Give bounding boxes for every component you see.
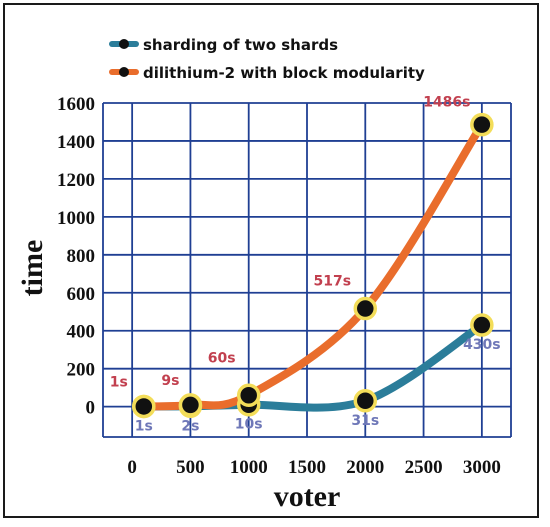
data-label: 10s — [235, 417, 263, 433]
data-label: 517s — [314, 274, 352, 290]
legend-swatch-marker — [119, 67, 129, 77]
data-point — [178, 393, 203, 417]
y-tick-label: 0 — [86, 398, 96, 419]
y-tick-label: 1200 — [57, 170, 95, 191]
data-label: 31s — [351, 413, 379, 429]
legend: sharding of two shards dilithium-2 with b… — [109, 36, 425, 82]
data-point — [236, 383, 261, 407]
x-tick-label: 3000 — [463, 457, 501, 478]
data-label: 1486s — [423, 95, 470, 111]
x-axis-title: voter — [274, 480, 341, 513]
data-label: 1s — [110, 374, 128, 390]
y-tick-labels: 0 200 400 600 800 1000 1200 1400 1600 — [57, 94, 95, 419]
grid — [102, 102, 512, 438]
y-tick-label: 600 — [67, 284, 96, 305]
x-tick-label: 2500 — [405, 457, 443, 478]
x-tick-labels: 0 500 1000 1500 2000 2500 3000 — [127, 457, 500, 478]
x-tick-label: 0 — [127, 457, 137, 478]
y-tick-label: 1400 — [57, 132, 95, 153]
markers — [132, 112, 494, 419]
data-label: 9s — [161, 373, 179, 389]
data-label: 2s — [181, 418, 199, 434]
y-tick-label: 1600 — [57, 94, 95, 115]
x-tick-label: 500 — [176, 457, 205, 478]
data-point — [132, 394, 156, 419]
x-tick-label: 2000 — [346, 457, 384, 478]
legend-item-label: dilithium-2 with block modularity — [143, 64, 425, 82]
y-tick-label: 800 — [67, 246, 96, 267]
y-axis-title: time — [16, 240, 49, 297]
y-tick-label: 200 — [67, 360, 96, 381]
legend-item-label: sharding of two shards — [143, 36, 338, 54]
data-label: 430s — [463, 337, 501, 353]
y-tick-label: 1000 — [57, 208, 95, 229]
data-point — [353, 389, 378, 413]
data-point — [470, 112, 494, 137]
x-tick-label: 1000 — [230, 457, 268, 478]
data-label: 1s — [135, 418, 153, 434]
chart-frame — [3, 3, 539, 518]
series-lines — [139, 120, 486, 412]
data-labels: 1s 2s 10s 31s 430s 1s 9s 60s 517s 1486s — [110, 95, 501, 435]
x-tick-label: 1500 — [288, 457, 326, 478]
data-label: 60s — [208, 350, 236, 366]
y-tick-label: 400 — [67, 322, 96, 343]
legend-swatch-marker — [119, 39, 129, 49]
data-point — [470, 313, 494, 337]
data-point — [353, 296, 378, 321]
